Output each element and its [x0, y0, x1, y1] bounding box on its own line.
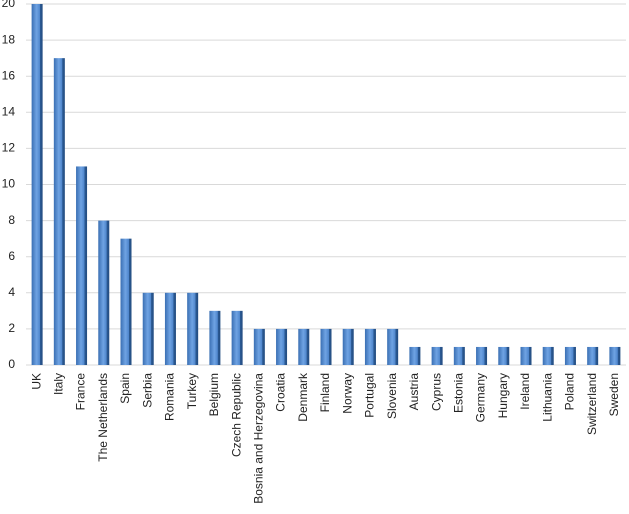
- x-tick-label: Ireland: [518, 373, 532, 410]
- y-tick-label: 8: [8, 213, 15, 227]
- bar: [498, 346, 510, 365]
- bar: [276, 328, 288, 365]
- x-tick-label: Germany: [474, 373, 488, 422]
- x-tick-label: Italy: [52, 373, 66, 395]
- bar: [298, 328, 310, 365]
- bar: [76, 166, 88, 365]
- bar: [453, 346, 465, 365]
- x-tick-label: Portugal: [363, 373, 377, 418]
- y-tick-label: 20: [2, 0, 16, 10]
- x-tick-label: Czech Republic: [229, 373, 243, 457]
- y-tick-label: 18: [2, 32, 16, 46]
- y-tick-label: 2: [8, 321, 15, 335]
- x-tick-label: Poland: [563, 373, 577, 410]
- bar: [387, 328, 399, 365]
- bar: [342, 328, 354, 365]
- bar: [587, 346, 599, 365]
- bar: [53, 58, 65, 366]
- bar: [609, 346, 621, 365]
- x-tick-label: Croatia: [274, 373, 288, 412]
- bar: [253, 328, 265, 365]
- x-tick-label: Hungary: [496, 373, 510, 418]
- x-tick-label: Serbia: [140, 373, 154, 408]
- x-tick-label: UK: [29, 373, 43, 390]
- bar: [542, 346, 554, 365]
- y-tick-label: 14: [2, 104, 16, 118]
- bar: [476, 346, 488, 365]
- y-tick-label: 12: [2, 141, 16, 155]
- x-tick-label: Slovenia: [385, 373, 399, 419]
- bar: [209, 310, 221, 365]
- x-tick-label: Switzerland: [585, 373, 599, 435]
- x-tick-label: France: [74, 373, 88, 411]
- bar: [320, 328, 332, 365]
- bar: [120, 238, 132, 365]
- x-tick-label: Sweden: [607, 373, 621, 416]
- bar: [364, 328, 376, 365]
- y-tick-label: 16: [2, 68, 16, 82]
- x-tick-label: Finland: [318, 373, 332, 412]
- x-tick-label: Estonia: [452, 373, 466, 413]
- x-tick-label: Turkey: [185, 373, 199, 409]
- bar: [231, 310, 243, 365]
- x-tick-label: Belgium: [207, 373, 221, 416]
- bar: [520, 346, 532, 365]
- bar: [142, 292, 154, 365]
- bar: [98, 220, 110, 365]
- x-tick-label: Austria: [407, 373, 421, 411]
- y-tick-label: 0: [8, 357, 15, 371]
- y-tick-label: 4: [8, 285, 15, 299]
- x-tick-label: Romania: [163, 373, 177, 421]
- x-tick-label: The Netherlands: [96, 373, 110, 462]
- y-tick-label: 10: [2, 177, 16, 191]
- bar: [409, 346, 421, 365]
- x-tick-label: Spain: [118, 373, 132, 404]
- bar: [187, 292, 199, 365]
- bar: [431, 346, 443, 365]
- bar: [164, 292, 176, 365]
- x-tick-label: Norway: [340, 373, 354, 414]
- x-tick-label: Bosnia and Herzegovina: [252, 373, 266, 504]
- y-tick-label: 6: [8, 249, 15, 263]
- x-tick-label: Lithuania: [540, 373, 554, 422]
- x-tick-label: Denmark: [296, 372, 310, 422]
- bar: [31, 4, 43, 365]
- x-tick-label: Cyprus: [429, 373, 443, 411]
- bar: [564, 346, 576, 365]
